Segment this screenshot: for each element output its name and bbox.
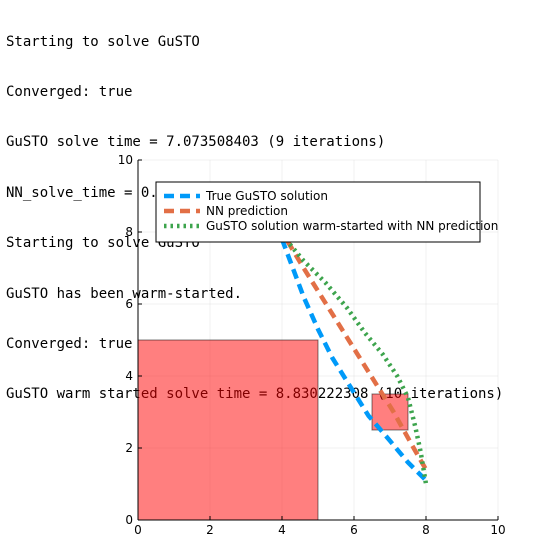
console-line: Starting to solve GuSTO (6, 33, 200, 50)
legend-label-2: NN prediction (206, 204, 288, 218)
x-tick-label: 0 (134, 523, 142, 537)
series-line-3 (283, 237, 429, 485)
console-line: Converged: true (6, 335, 133, 352)
y-tick-label: 2 (125, 441, 133, 455)
x-tick-label: 8 (422, 523, 430, 537)
y-tick-label: 6 (125, 297, 133, 311)
x-tick-label: 4 (278, 523, 286, 537)
x-tick-label: 10 (490, 523, 505, 537)
console-line: GuSTO has been warm-started. (6, 285, 243, 302)
y-tick-label: 10 (118, 153, 133, 167)
obstacle-1 (138, 339, 319, 520)
legend-box (155, 181, 481, 243)
x-tick-label: 6 (350, 523, 358, 537)
series-line-1 (279, 238, 428, 482)
legend-label-3: GuSTO solution warm-started with NN pred… (206, 219, 498, 233)
console-line: Converged: true (6, 83, 133, 100)
obstacles (138, 339, 409, 520)
y-tick-label: 0 (125, 513, 133, 527)
axes: 0 2 4 6 8 10 0 2 4 6 8 10 (118, 153, 506, 537)
y-tick-label: 4 (125, 369, 133, 383)
series-line-2 (285, 239, 428, 471)
y-tick-label: 8 (125, 225, 133, 239)
legend-label-1: True GuSTO solution (205, 189, 328, 203)
x-tick-label: 2 (206, 523, 214, 537)
console-line: GuSTO solve time = 7.073508403 (9 iterat… (6, 134, 386, 151)
series-lines (279, 237, 429, 485)
